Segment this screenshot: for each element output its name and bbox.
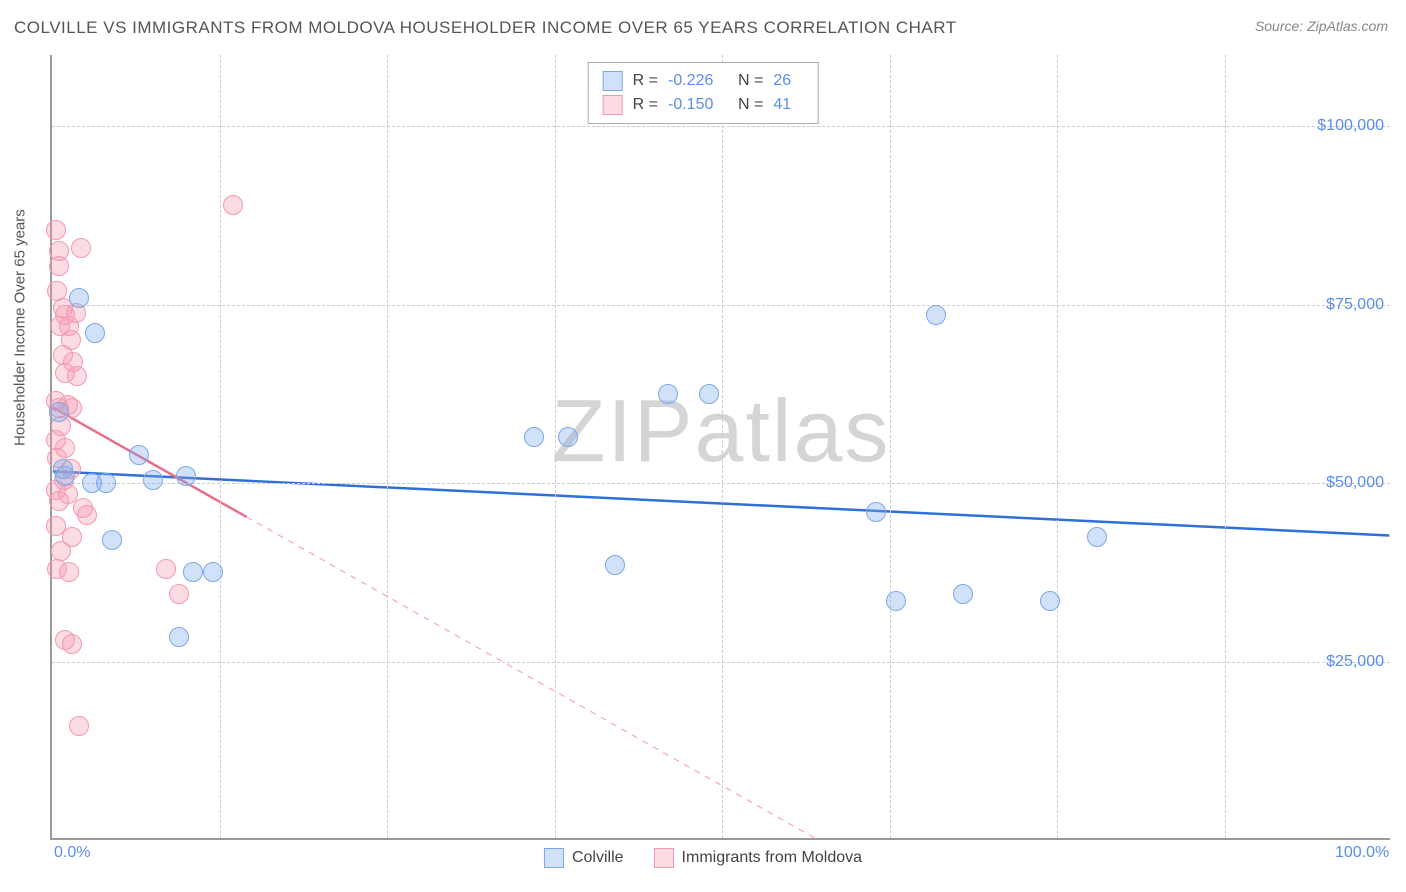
gridline-h [52,662,1390,663]
scatter-point [85,323,105,343]
scatter-point [1087,527,1107,547]
scatter-point [223,195,243,215]
plot-area: ZIPatlas [50,55,1390,840]
gridline-v [1057,55,1058,838]
scatter-point [62,634,82,654]
scatter-point [1040,591,1060,611]
scatter-point [55,466,75,486]
gridline-v [387,55,388,838]
stats-legend-row: R = -0.226 N = 26 [603,69,804,93]
scatter-point [69,288,89,308]
scatter-point [953,584,973,604]
legend-swatch [654,848,674,868]
gridline-v [1225,55,1226,838]
scatter-point [49,491,69,511]
scatter-point [59,562,79,582]
scatter-point [129,445,149,465]
y-tick-label: $75,000 [1326,296,1384,314]
scatter-point [51,541,71,561]
y-tick-label: $25,000 [1326,653,1384,671]
bottom-legend: Colville Immigrants from Moldova [544,848,862,868]
stat-r-value: -0.226 [668,72,728,90]
scatter-point [96,473,116,493]
scatter-point [169,627,189,647]
scatter-point [926,305,946,325]
scatter-point [102,530,122,550]
regression-line-solid [53,471,1390,535]
scatter-point [524,427,544,447]
x-tick-label: 100.0% [1335,844,1389,862]
stat-r-value: -0.150 [668,96,728,114]
scatter-point [77,505,97,525]
gridline-v [722,55,723,838]
scatter-point [605,555,625,575]
stats-legend: R = -0.226 N = 26 R = -0.150 N = 41 [588,62,819,124]
gridline-h [52,483,1390,484]
legend-swatch [544,848,564,868]
scatter-point [69,716,89,736]
scatter-point [49,256,69,276]
scatter-point [156,559,176,579]
scatter-point [71,238,91,258]
x-tick-label: 0.0% [54,844,90,862]
regression-lines-layer [52,55,1390,838]
legend-label: Colville [572,849,624,867]
stats-legend-row: R = -0.150 N = 41 [603,93,804,117]
stat-n-label: N = [738,96,763,114]
legend-swatch [603,95,623,115]
scatter-point [558,427,578,447]
y-axis-label: Householder Income Over 65 years [12,209,29,446]
scatter-point [699,384,719,404]
gridline-h [52,305,1390,306]
gridline-v [220,55,221,838]
gridline-h [52,126,1390,127]
gridline-v [890,55,891,838]
scatter-point [143,470,163,490]
scatter-point [176,466,196,486]
scatter-point [658,384,678,404]
scatter-point [886,591,906,611]
legend-swatch [603,71,623,91]
scatter-point [203,562,223,582]
y-tick-label: $100,000 [1317,117,1384,135]
regression-line-dashed [247,517,815,838]
watermark: ZIPatlas [552,380,891,482]
correlation-chart: COLVILLE VS IMMIGRANTS FROM MOLDOVA HOUS… [0,0,1406,892]
chart-title: COLVILLE VS IMMIGRANTS FROM MOLDOVA HOUS… [14,18,957,38]
scatter-point [866,502,886,522]
gridline-v [555,55,556,838]
stat-r-label: R = [633,96,658,114]
bottom-legend-item: Colville [544,848,624,868]
scatter-point [183,562,203,582]
stat-n-value: 26 [773,72,803,90]
stat-r-label: R = [633,72,658,90]
legend-label: Immigrants from Moldova [682,849,863,867]
stat-n-value: 41 [773,96,803,114]
scatter-point [49,402,69,422]
source-label: Source: ZipAtlas.com [1255,18,1388,34]
stat-n-label: N = [738,72,763,90]
bottom-legend-item: Immigrants from Moldova [654,848,863,868]
scatter-point [46,220,66,240]
scatter-point [67,366,87,386]
y-tick-label: $50,000 [1326,474,1384,492]
scatter-point [169,584,189,604]
